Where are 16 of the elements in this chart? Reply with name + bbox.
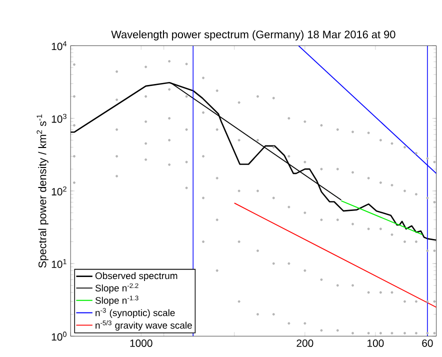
x-tick-label: 100 xyxy=(368,339,384,347)
y-tick-label: 10$^{0}$ xyxy=(52,332,66,341)
y-tick-label: 10$^{3}$ xyxy=(52,114,66,123)
y-axis-title: Spectral power density / km$^{2}$ s$^{-1}$ xyxy=(36,114,48,268)
legend-label: n$^{-5/3}$ gravity wave scale xyxy=(96,320,192,331)
chart-title: Wavelength power spectrum (Germany) 18 Mar 2016 at 90 xyxy=(111,30,396,40)
legend-label: Slope n$^{-1.3}$ xyxy=(95,296,138,306)
x-tick-label: 60 xyxy=(422,339,433,347)
y-tick-label: 10$^{1}$ xyxy=(52,259,66,268)
legend-label: Slope n$^{-2.2}$ xyxy=(95,283,138,294)
x-tick-label: 1000 xyxy=(130,339,152,347)
legend-label: Observed spectrum xyxy=(95,272,178,281)
x-tick-label: 200 xyxy=(296,339,314,347)
y-tick-label: 10$^{4}$ xyxy=(52,41,67,50)
legend-label: n$^{-3}$ (synoptic) scale xyxy=(96,308,175,318)
y-tick-label: 10$^{2}$ xyxy=(52,186,66,196)
